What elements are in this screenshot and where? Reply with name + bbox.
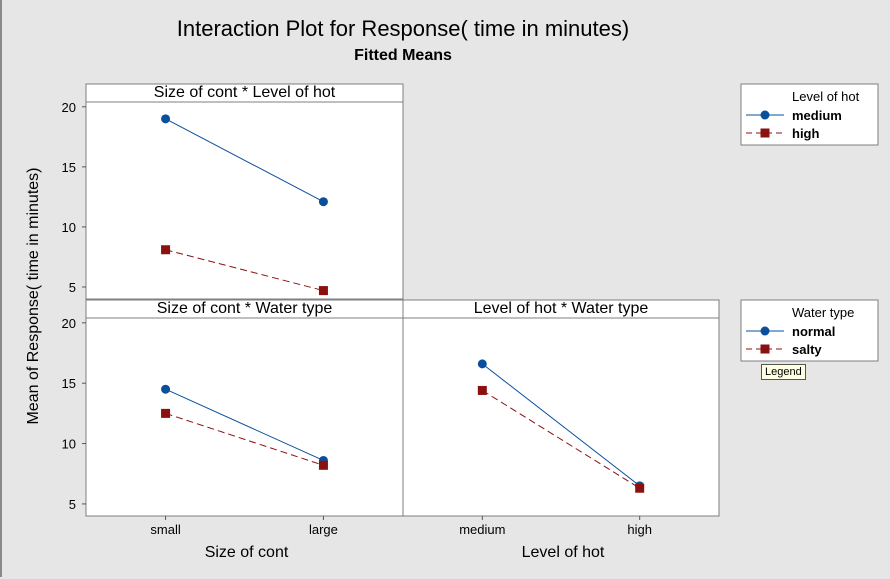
chart-title: Interaction Plot for Response( time in m… [177, 16, 629, 41]
legend-item-label: medium [792, 108, 842, 123]
y-tick-label: 5 [69, 280, 76, 295]
data-point-normal [161, 384, 171, 394]
panel-1: Size of cont * Level of hot 5 10 15 20 [62, 83, 404, 300]
data-point-salty [635, 483, 645, 493]
panel-3: Level of hot * Water type medium high Level… [402, 299, 720, 561]
x-tick-label: medium [459, 522, 505, 537]
panel-area [85, 299, 404, 517]
y-tick-label: 15 [62, 376, 76, 391]
legend-marker [760, 110, 770, 120]
data-point-normal [477, 359, 487, 369]
panel-2: Size of cont * Water type 5 10 15 20 small lar… [62, 299, 404, 561]
x-tick-label: large [309, 522, 338, 537]
panel-area [402, 299, 720, 517]
chart-subtitle: Fitted Means [354, 47, 452, 64]
panel-title: Size of cont * Level of hot [154, 84, 336, 101]
legend-title: Water type [792, 305, 854, 320]
series-line-medium [165, 118, 324, 203]
legend-tooltip: Legend [761, 364, 806, 380]
y-tick-label: 20 [62, 100, 76, 115]
series-line-salty [165, 412, 324, 466]
legend-item-label: normal [792, 324, 835, 339]
data-point-salty [318, 460, 328, 470]
series-line-normal [165, 388, 324, 461]
y-tick-label: 15 [62, 160, 76, 175]
data-point-high [318, 286, 328, 296]
series-line-high [165, 249, 324, 292]
legend-item-label: salty [792, 342, 822, 357]
data-point-salty [161, 408, 171, 418]
legends[interactable]: Level of hot medium high Water type normal sa… [740, 83, 879, 362]
y-tick-label: 10 [62, 220, 76, 235]
data-point-salty [477, 385, 487, 395]
x-axis-label: Level of hot [522, 544, 605, 561]
legend-marker [760, 128, 770, 138]
panel-title: Size of cont * Water type [157, 300, 333, 317]
data-point-high [161, 245, 171, 255]
legend-title: Level of hot [792, 89, 860, 104]
panel-area [85, 83, 404, 300]
x-axis-label: Size of cont [205, 544, 289, 561]
series-line-salty [482, 390, 640, 489]
y-axis-label: Mean of Response( time in minutes) [25, 168, 42, 425]
legend-box[interactable]: Level of hot medium high [740, 83, 879, 146]
x-tick-label: high [627, 522, 652, 537]
series-line-normal [482, 363, 640, 487]
legend-item-label: high [792, 126, 819, 141]
legend-marker [760, 326, 770, 336]
y-tick-label: 10 [62, 437, 76, 452]
legend-marker [760, 344, 770, 354]
data-point-medium [318, 197, 328, 207]
legend-box[interactable]: Water type normal salty [740, 299, 879, 362]
panel-title: Level of hot * Water type [474, 300, 649, 317]
y-tick-label: 20 [62, 316, 76, 331]
y-tick-label: 5 [69, 497, 76, 512]
data-point-medium [161, 114, 171, 124]
x-tick-label: small [150, 522, 180, 537]
